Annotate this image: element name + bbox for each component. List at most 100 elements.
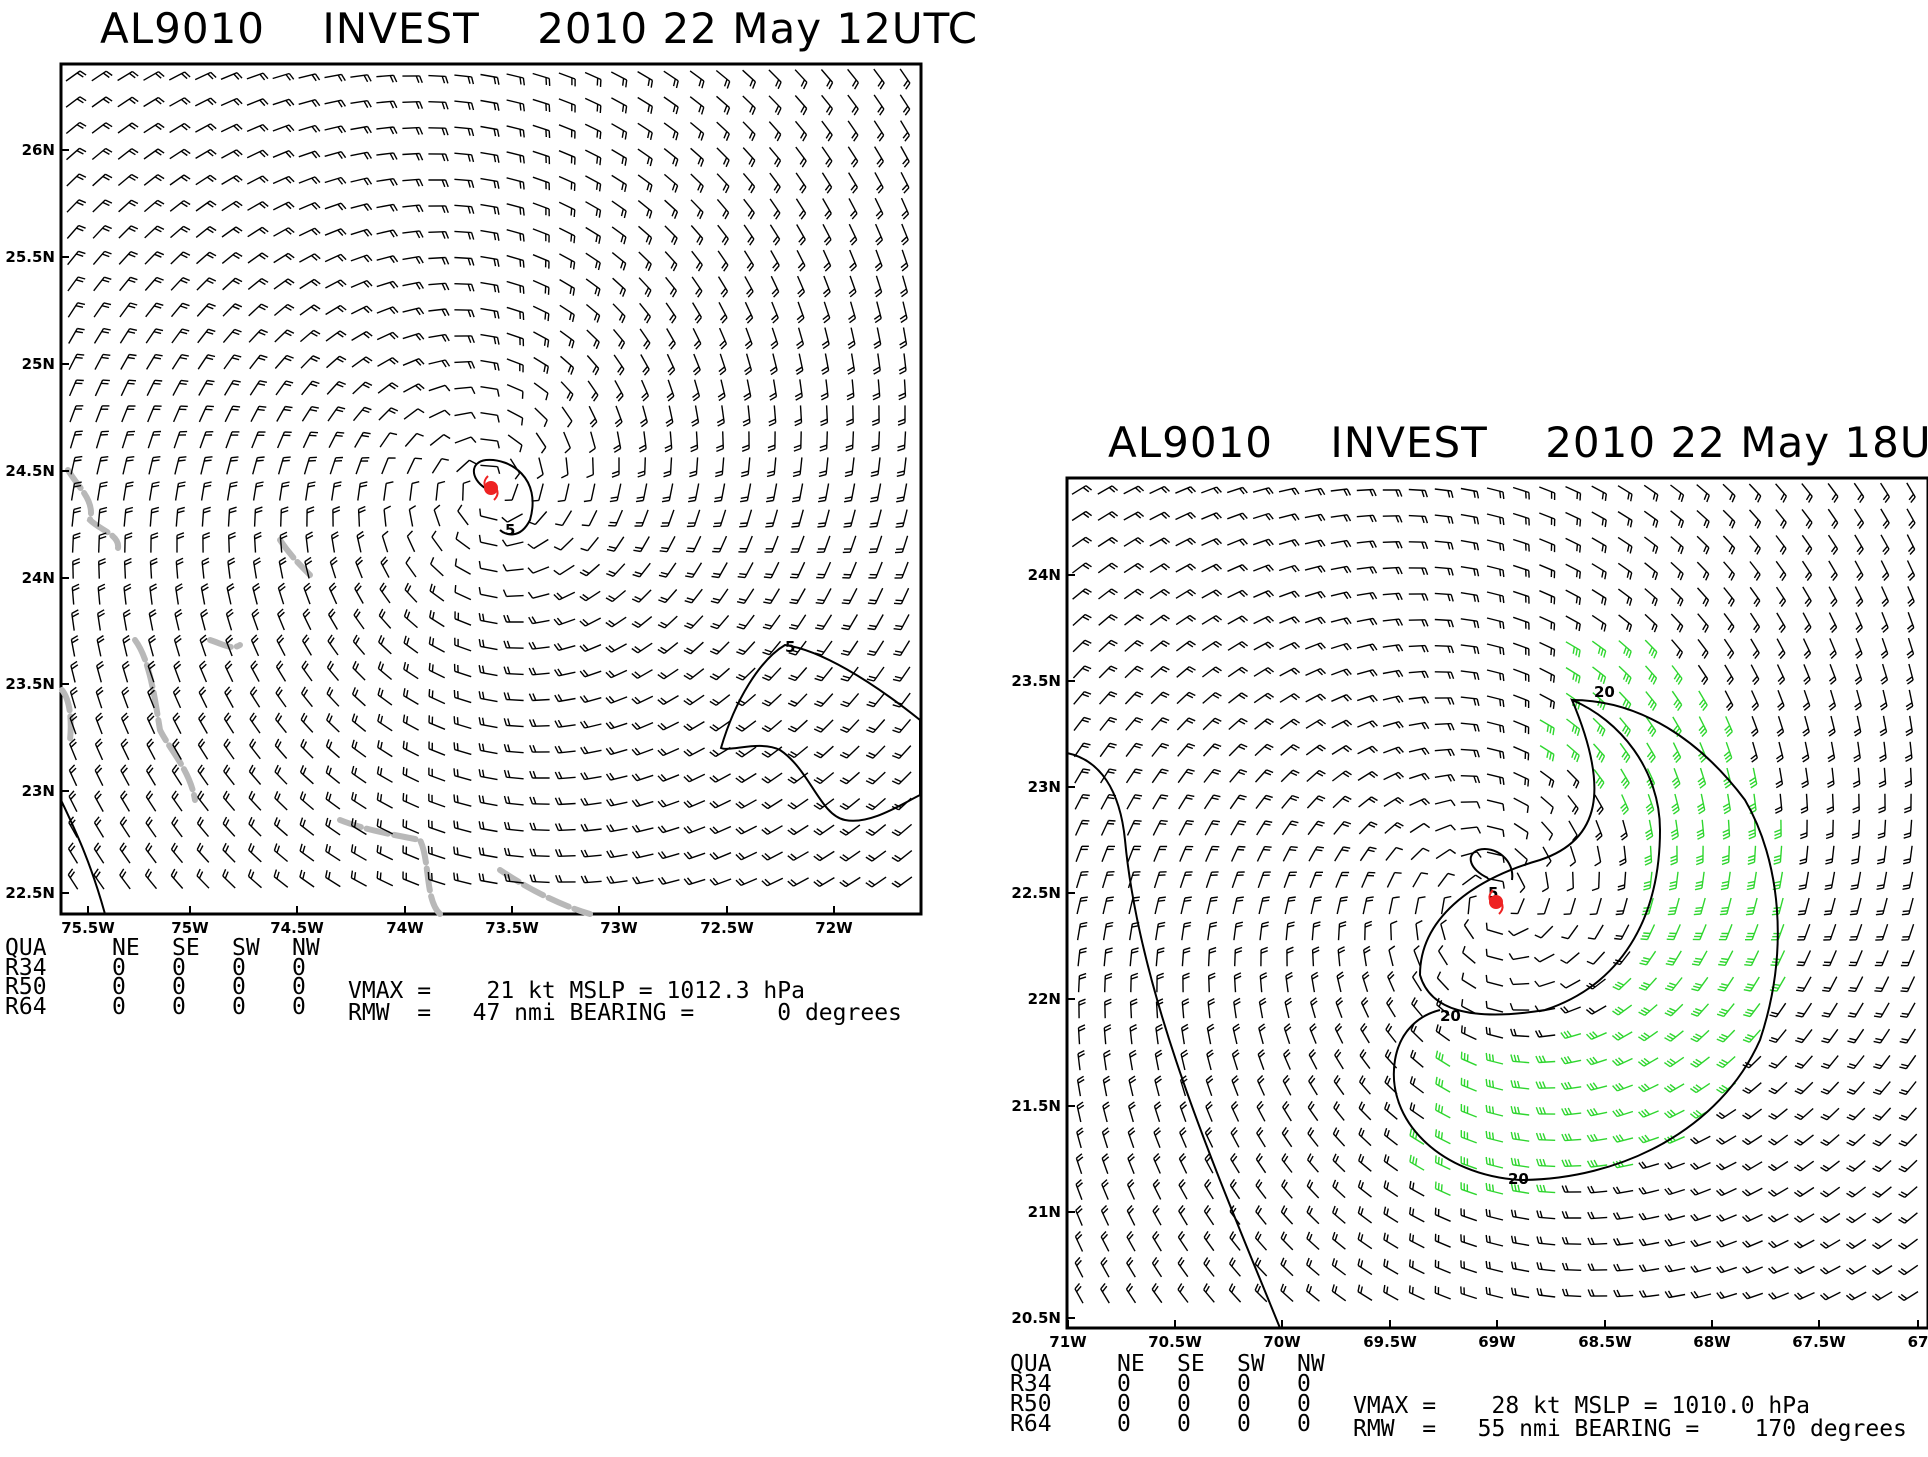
wind-barb <box>1311 921 1321 941</box>
wind-barb <box>1823 923 1837 941</box>
table-cell: 0 <box>232 955 246 981</box>
wind-barb <box>120 379 137 397</box>
wind-barb <box>1307 820 1325 836</box>
wind-barb <box>1539 719 1555 736</box>
lat-tick-label: 25N <box>22 355 55 373</box>
wind-barb <box>1638 1083 1659 1093</box>
wind-barb <box>1178 794 1195 810</box>
wind-barb <box>1776 612 1786 634</box>
wind-barb <box>1306 769 1326 783</box>
wind-barb <box>1638 1290 1660 1298</box>
wind-barb <box>529 744 550 753</box>
wind-barb <box>1358 1075 1371 1095</box>
wind-barb <box>839 745 860 759</box>
wind-barb <box>350 305 373 315</box>
panel1-vmax-mslp: VMAX = 21 kt MSLP = 1012.3 hPa <box>348 978 805 1004</box>
wind-barb <box>1872 1212 1893 1224</box>
wind-barb <box>1644 665 1658 685</box>
wind-barb <box>794 69 808 90</box>
wind-barb <box>1123 562 1145 574</box>
wind-barb <box>1075 871 1089 889</box>
wind-barb <box>1071 562 1092 574</box>
wind-barb <box>605 616 627 628</box>
wind-barb <box>147 660 156 683</box>
wind-barb <box>148 456 161 475</box>
wind-barb <box>220 72 243 80</box>
wind-barb <box>1076 1127 1084 1149</box>
wind-barb <box>611 174 627 193</box>
wind-barb <box>795 353 804 375</box>
wind-barb <box>1305 1283 1320 1302</box>
wind-barb <box>1434 799 1456 807</box>
wind-barb <box>1434 748 1455 757</box>
wind-barb <box>1434 618 1454 628</box>
wind-barb <box>1408 619 1429 627</box>
wind-barb <box>95 686 104 709</box>
wind-barb <box>299 817 315 836</box>
wind-barb <box>1434 592 1454 602</box>
wind-barb <box>553 617 576 626</box>
wind-barb <box>1724 716 1733 738</box>
wind-barb <box>1126 1205 1136 1226</box>
wind-barb <box>194 71 217 81</box>
wind-barb <box>664 431 673 453</box>
wind-barb <box>1278 564 1300 573</box>
wind-barb <box>1150 640 1170 652</box>
wind-barb <box>249 686 261 708</box>
wind-barb <box>769 198 781 220</box>
wind-barb <box>606 824 628 833</box>
wind-barb <box>1282 1074 1292 1096</box>
wind-barb <box>1434 671 1455 680</box>
wind-barb <box>820 379 829 401</box>
wind-barb <box>1612 1108 1634 1118</box>
wind-barb <box>788 614 807 630</box>
wind-barb <box>433 504 441 527</box>
wind-barb <box>71 583 80 605</box>
wind-barb <box>1539 693 1555 709</box>
wind-barb <box>1560 1006 1581 1014</box>
wind-barb <box>1227 615 1249 625</box>
wind-barb <box>1697 767 1707 789</box>
wind-barb <box>1154 896 1166 915</box>
wind-barb <box>690 199 704 220</box>
wind-barb <box>1591 871 1600 892</box>
wind-barb <box>1741 1161 1763 1171</box>
wind-barb <box>1569 845 1577 867</box>
wind-barb <box>1828 612 1838 633</box>
wind-barb <box>247 226 269 238</box>
wind-barb <box>606 536 625 552</box>
wind-barb <box>324 99 346 108</box>
wind-barb <box>813 824 835 836</box>
wind-barb <box>1510 1261 1530 1273</box>
wind-barb <box>1795 1028 1813 1044</box>
wind-barb <box>145 816 157 838</box>
panel1-contours: 5 5 <box>60 458 921 915</box>
wind-barb <box>1822 950 1837 967</box>
wind-barb <box>768 69 782 90</box>
wind-barb <box>528 719 550 727</box>
wind-barb <box>874 172 884 194</box>
wind-barb <box>480 438 500 449</box>
wind-barb <box>1485 1234 1504 1247</box>
wind-barb <box>1568 820 1578 842</box>
wind-barb <box>1879 689 1888 711</box>
wind-barb <box>1901 923 1915 941</box>
wind-barb <box>1486 799 1505 811</box>
wind-barb <box>478 769 498 781</box>
wind-barb <box>1586 951 1606 965</box>
wind-barb <box>1899 1028 1916 1044</box>
wind-barb <box>1486 721 1505 734</box>
wind-barb <box>1512 486 1530 500</box>
wind-barb <box>1230 845 1246 862</box>
wind-barb <box>1460 1260 1478 1274</box>
wind-barb <box>428 384 451 392</box>
wind-barb <box>611 97 628 114</box>
wind-barb <box>1617 871 1627 891</box>
wind-barb <box>378 407 399 421</box>
wind-barb <box>1077 972 1087 993</box>
wind-barb <box>1254 769 1274 783</box>
wind-barb <box>631 850 654 859</box>
wind-barb <box>299 791 315 811</box>
wind-barb <box>506 332 525 347</box>
wind-barb <box>93 868 105 890</box>
